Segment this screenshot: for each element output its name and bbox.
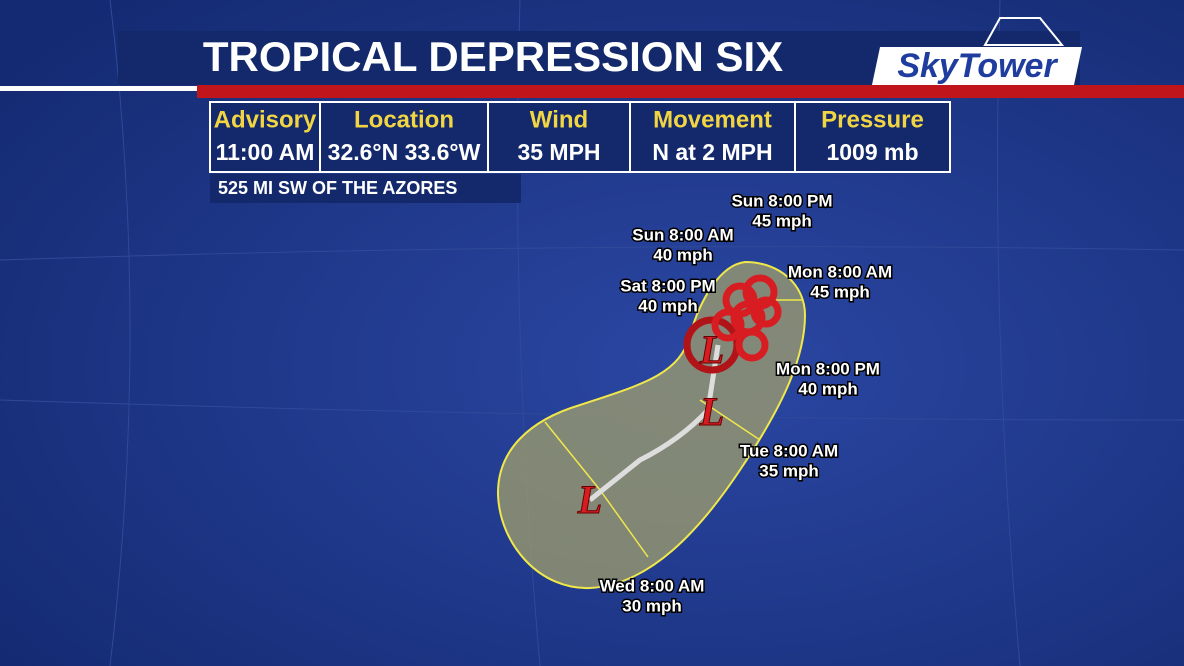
forecast-wind: 30 mph — [622, 596, 682, 615]
logo-tower — [983, 17, 1065, 46]
forecast-cone — [496, 260, 807, 590]
header-rule-white — [0, 86, 197, 91]
table-header: Advisory — [214, 106, 317, 133]
table-value: 11:00 AM — [216, 139, 315, 165]
forecast-time: Sat 8:00 PM — [620, 276, 715, 295]
logo-box — [871, 47, 1083, 85]
low-symbol: L — [699, 389, 724, 434]
forecast-wind: 40 mph — [798, 379, 858, 398]
forecast-wind: 35 mph — [759, 461, 819, 480]
forecast-time: Wed 8:00 AM — [600, 576, 705, 595]
forecast-wind: 40 mph — [638, 296, 698, 315]
info-table — [209, 101, 951, 173]
logo: SkyTower — [897, 47, 1058, 85]
storm-icons — [683, 274, 782, 374]
table-value: 32.6°N 33.6°W — [328, 139, 481, 165]
forecast-time: Mon 8:00 PM — [776, 359, 880, 378]
low-symbol: L — [699, 327, 724, 372]
forecast-time: Sun 8:00 PM — [731, 191, 832, 210]
note-box — [210, 174, 521, 203]
forecast-wind: 45 mph — [752, 211, 812, 230]
forecast-wind: 40 mph — [653, 245, 713, 264]
table-value: 35 MPH — [517, 139, 600, 165]
table-header: Location — [354, 106, 454, 133]
table-header: Wind — [530, 106, 588, 133]
table-value: N at 2 MPH — [652, 139, 772, 165]
forecast-time: Tue 8:00 AM — [740, 441, 838, 460]
low-symbol: L — [577, 477, 602, 522]
table-value: 1009 mb — [826, 139, 918, 165]
location-note: 525 MI SW OF THE AZORES — [218, 178, 457, 198]
forecast-time: Sun 8:00 AM — [632, 225, 733, 244]
track-line — [588, 344, 721, 502]
table-header: Movement — [653, 106, 772, 133]
forecast-time: Mon 8:00 AM — [788, 262, 892, 281]
title: TROPICAL DEPRESSION SIX — [203, 33, 783, 80]
header-rule-red — [197, 85, 1184, 98]
forecast-wind: 45 mph — [810, 282, 870, 301]
table-header: Pressure — [821, 106, 924, 133]
